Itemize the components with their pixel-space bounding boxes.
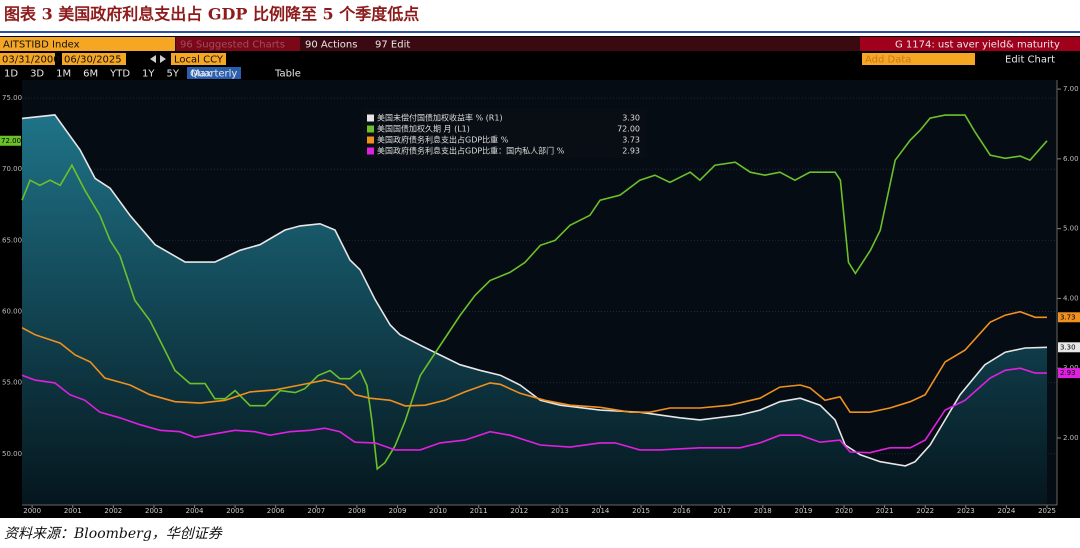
x-tick-label: 2003 (145, 507, 163, 515)
range-button[interactable]: 1D (4, 69, 18, 80)
currency[interactable]: Local CCY (174, 55, 224, 66)
x-tick-label: 2010 (429, 507, 447, 515)
last-value-tag-label: 3.30 (1060, 343, 1076, 351)
add-data-box[interactable] (862, 53, 975, 65)
plot (21, 97, 1057, 506)
legend-swatch (367, 125, 374, 133)
series-line (21, 310, 1047, 413)
range-button[interactable]: 6M (83, 69, 98, 80)
table[interactable]: Table (274, 69, 301, 80)
x-tick-label: 2004 (186, 507, 204, 515)
y-tick-label: 50.00 (2, 450, 22, 458)
range-button[interactable]: YTD (109, 69, 130, 80)
frequency-box[interactable] (187, 67, 241, 79)
legend-label: 美国政府债务利息支出占GDP比重：国内私人部门 % (377, 146, 565, 156)
y-tick-label: 65.00 (2, 236, 22, 244)
ticker[interactable]: AITSTIBD Index (3, 40, 80, 51)
last-value-tag-label: 3.73 (1060, 313, 1076, 321)
end-date-box[interactable] (62, 53, 126, 65)
chart-name: G 1174: ust aver yield& maturity (895, 40, 1060, 51)
y-tick-label: 55.00 (2, 379, 22, 387)
y2-tick-label: 6.00 (1063, 155, 1079, 163)
x-tick-label: 2014 (592, 507, 610, 515)
x-tick-label: 2025 (1038, 507, 1056, 515)
x-tick-label: 2024 (997, 507, 1015, 515)
title-rule (0, 31, 1080, 33)
x-tick-label: 2015 (632, 507, 650, 515)
x-tick-label: 2018 (754, 507, 772, 515)
last-value-tag (1058, 368, 1080, 379)
x-tick-label: 2020 (835, 507, 853, 515)
x-tick-label: 2019 (795, 507, 813, 515)
x-tick-label: 2006 (267, 507, 285, 515)
x-tick-label: 2009 (389, 507, 407, 515)
edit-chart[interactable]: Edit Chart (1005, 55, 1055, 66)
legend-label: 美国政府债务利息支出占GDP比重 % (377, 135, 509, 145)
currency-box[interactable] (171, 53, 226, 65)
x-tick-label: 2011 (470, 507, 488, 515)
series-line (21, 114, 1048, 471)
series-line (21, 367, 1047, 454)
x-tick-label: 2005 (226, 507, 244, 515)
title: 图表 3 美国政府利息支出占 GDP 比例降至 5 个季度低点 (4, 5, 419, 24)
x-tick-label: 2023 (957, 507, 975, 515)
last-value-tag (0, 135, 21, 146)
last-value-tag (1058, 312, 1080, 323)
last-value-tag-label: 72.00 (1, 137, 21, 145)
chart-name-box (860, 37, 1080, 51)
edit[interactable]: 97 Edit (375, 40, 410, 51)
legend-swatch (367, 136, 374, 144)
ticker-box[interactable] (0, 37, 175, 51)
x-tick-label: 2021 (876, 507, 894, 515)
y-tick-label: 60.00 (2, 307, 22, 315)
start-date[interactable]: 03/31/2000 (2, 55, 60, 66)
x-tick-label: 2016 (673, 507, 691, 515)
x-tick-label: 2000 (23, 507, 41, 515)
legend-value: 2.93 (622, 147, 640, 156)
range-button[interactable]: 3D (30, 69, 44, 80)
add-data[interactable]: Add Data (865, 55, 911, 66)
y-tick-label: 75.00 (2, 94, 22, 102)
actions[interactable]: 90 Actions (305, 40, 357, 51)
start-date-box[interactable] (0, 53, 55, 65)
legend-swatch (367, 114, 374, 122)
range-button[interactable]: 1Y (142, 69, 155, 80)
legend-box (362, 108, 647, 158)
legend-value: 72.00 (617, 125, 640, 134)
area (22, 114, 1047, 506)
y2-tick-label: 2.00 (1063, 434, 1079, 442)
suggested-box[interactable] (176, 37, 300, 51)
frequency[interactable]: Quarterly (190, 69, 237, 80)
legend-value: 3.73 (622, 136, 640, 145)
series-line (21, 114, 1048, 467)
legend-swatch (367, 147, 374, 155)
x-tick-label: 2008 (348, 507, 366, 515)
arrows[interactable] (150, 55, 166, 63)
range-button[interactable]: 1M (56, 69, 71, 80)
y2-tick-label: 4.00 (1063, 294, 1079, 302)
x-tick-label: 2022 (916, 507, 934, 515)
range-button[interactable]: Max (191, 69, 212, 80)
x-tick-label: 2012 (510, 507, 528, 515)
y2-tick-label: 5.00 (1063, 225, 1079, 233)
end-date[interactable]: 06/30/2025 (64, 55, 122, 66)
x-tick-label: 2013 (551, 507, 569, 515)
x-tick-label: 2001 (64, 507, 82, 515)
legend-value: 3.30 (622, 114, 640, 123)
source: 资料来源：Bloomberg，华创证券 (4, 526, 223, 542)
last-value-tag-label: 2.93 (1060, 369, 1076, 377)
y-tick-label: 70.00 (2, 165, 22, 173)
x-tick-label: 2017 (713, 507, 731, 515)
y2-tick-label: 7.00 (1063, 85, 1079, 93)
legend-label: 美国未偿付国债加权收益率 % (R1) (377, 113, 503, 123)
legend-label: 美国国债加权久期 月 (L1) (377, 124, 470, 134)
suggested[interactable]: 96 Suggested Charts (180, 40, 285, 51)
last-value-tag (1058, 342, 1080, 353)
range-button[interactable]: 5Y (167, 69, 180, 80)
x-tick-label: 2002 (104, 507, 122, 515)
x-tick-label: 2007 (307, 507, 325, 515)
